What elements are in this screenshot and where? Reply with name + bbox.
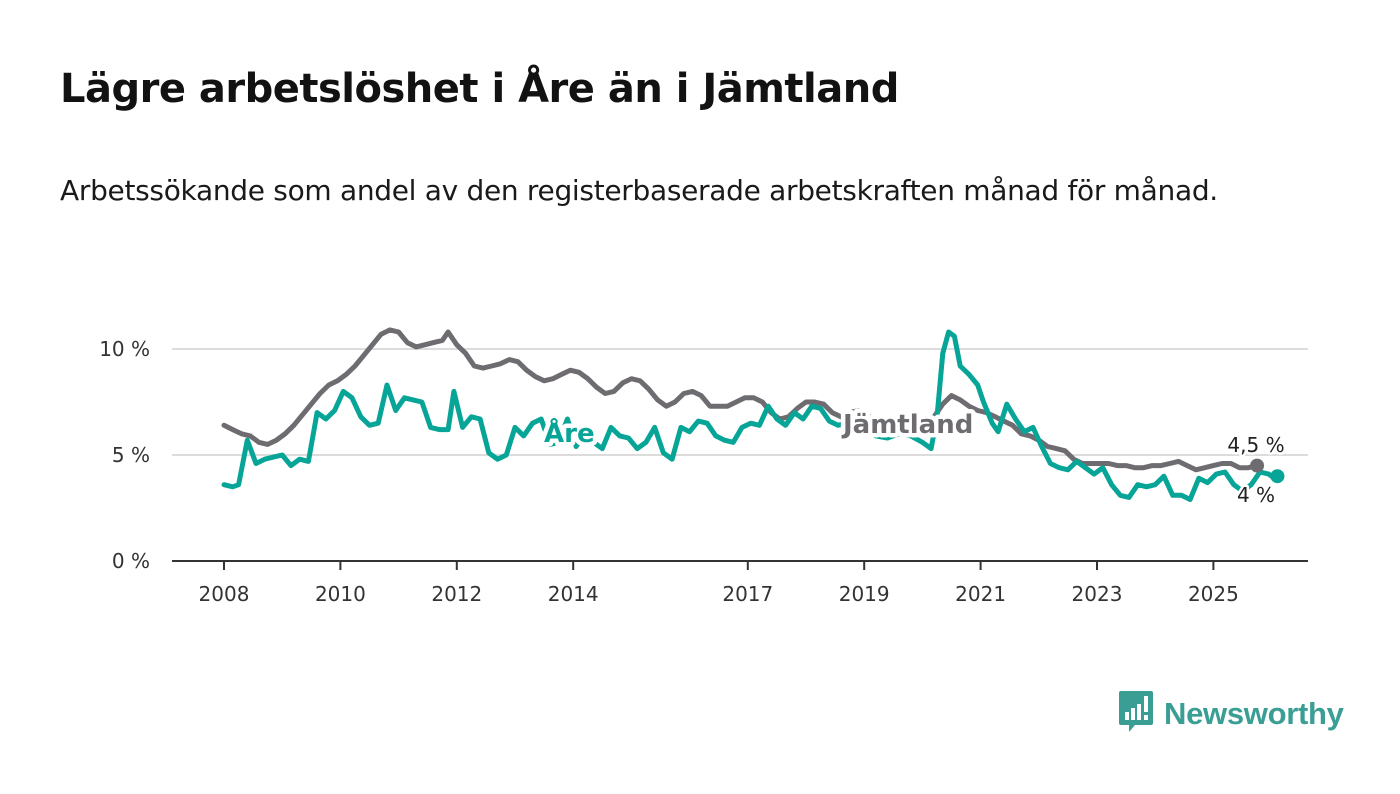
gridlines <box>172 348 1308 562</box>
series-lines <box>221 327 1285 502</box>
brand-name: Newsworthy <box>1164 696 1344 731</box>
x-tick-label: 2012 <box>431 582 482 606</box>
x-tick-label: 2014 <box>548 582 599 606</box>
end-point-jamtland <box>1250 458 1265 473</box>
end-point-are <box>1270 469 1285 484</box>
series-line-jamtland <box>221 327 1260 473</box>
newsworthy-logo: Newsworthy <box>1118 690 1344 738</box>
series-labels: Jämtland Åre 4,5 % 4 % <box>540 406 1288 510</box>
x-tick-label: 2023 <box>1072 582 1123 606</box>
chart-subtitle: Arbetssökande som andel av den registerb… <box>60 174 1218 207</box>
y-tick-label: 0 % <box>112 549 150 573</box>
series-label-jamtland: Jämtland <box>841 410 973 440</box>
chart-title: Lägre arbetslöshet i Åre än i Jämtland <box>60 66 899 112</box>
y-axis: 0 % 5 % 10 % <box>99 337 150 573</box>
x-tick-label: 2019 <box>839 582 890 606</box>
bar-chart-speech-bubble-icon <box>1118 690 1154 738</box>
x-tick-label: 2017 <box>722 582 773 606</box>
series-label-are: Åre <box>544 417 595 449</box>
end-label-jamtland: 4,5 % <box>1227 433 1284 457</box>
y-tick-label: 10 % <box>99 337 150 361</box>
x-axis: 2008 2010 2012 2014 2017 2019 2021 2023 2025 <box>199 561 1239 606</box>
x-tick-label: 2025 <box>1188 582 1239 606</box>
x-tick-label: 2010 <box>315 582 366 606</box>
end-label-are: 4 % <box>1237 483 1275 507</box>
x-tick-label: 2008 <box>199 582 250 606</box>
x-tick-label: 2021 <box>955 582 1006 606</box>
series-line-are <box>221 329 1280 502</box>
y-tick-label: 5 % <box>112 443 150 467</box>
